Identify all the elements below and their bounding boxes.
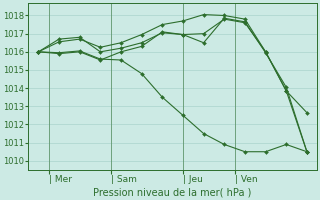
X-axis label: Pression niveau de la mer( hPa ): Pression niveau de la mer( hPa )	[93, 187, 252, 197]
